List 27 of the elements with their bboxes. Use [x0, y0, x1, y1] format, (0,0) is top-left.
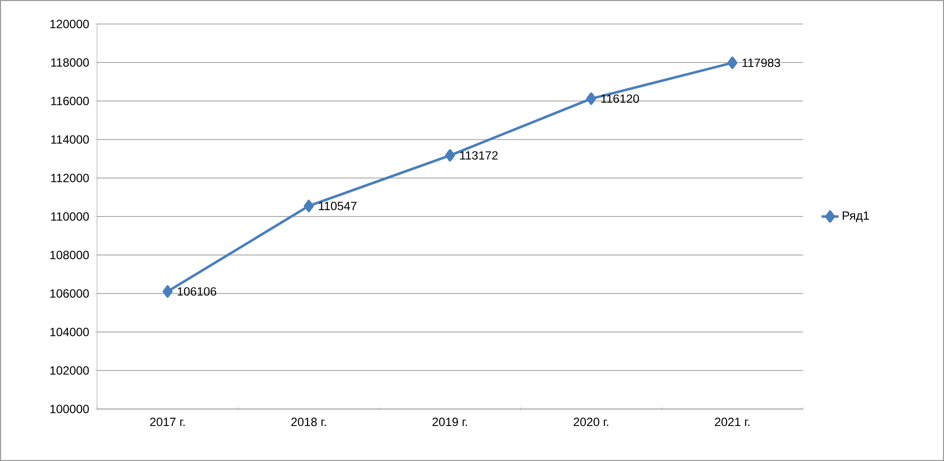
data-label: 110547: [318, 202, 356, 210]
y-tick-label: 116000: [51, 96, 89, 106]
data-label: 117983: [742, 58, 780, 68]
x-tick-label: 2020 г.: [574, 418, 608, 426]
y-tick-label: 114000: [51, 135, 89, 144]
point: [586, 92, 596, 105]
y-tick-label: 102000: [50, 366, 89, 375]
y-tick-label: 118000: [51, 58, 89, 67]
data-label: 113172: [460, 151, 498, 160]
x-tick-label: 2019 г.: [432, 418, 467, 426]
y-tick-label: 104000: [50, 328, 89, 336]
data-label: 116120: [601, 94, 639, 103]
point: [162, 285, 173, 298]
y-tick-label: 120000: [50, 20, 89, 28]
x-tick-label: 2018 г.: [291, 418, 326, 426]
y-tick-label: 108000: [50, 250, 89, 260]
data-label: 106106: [178, 287, 216, 296]
point: [445, 149, 456, 162]
y-tick-label: 110000: [51, 212, 89, 221]
point: [727, 56, 738, 70]
x-tick-label: 2021 г.: [714, 418, 750, 426]
y-tick-label: 106000: [50, 289, 89, 298]
y-tick-label: 112000: [51, 174, 89, 182]
legend-label: Ряд1: [842, 211, 869, 222]
y-tick-label: 100000: [50, 404, 89, 414]
point: [304, 200, 314, 212]
x-tick-label: 2017 г.: [150, 418, 185, 426]
